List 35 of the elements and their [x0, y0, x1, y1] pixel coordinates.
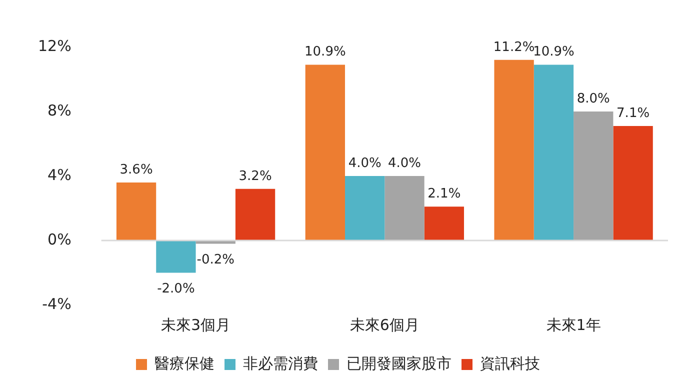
bar [305, 64, 346, 240]
data-label: 11.2% [493, 40, 535, 55]
data-label: 2.1% [428, 186, 461, 202]
x-tick-label: 未來6個月 [350, 316, 420, 334]
data-label: -0.2% [196, 252, 234, 268]
y-tick-label: -4% [42, 294, 72, 313]
bar [156, 240, 196, 273]
data-label: -2.0% [157, 282, 195, 297]
legend-label: 已開發國家股市 [346, 354, 452, 372]
bar [384, 176, 424, 240]
legend-label: 非必需消費 [243, 354, 318, 372]
y-tick-label: 4% [48, 166, 72, 184]
x-tick-label: 未來1年 [546, 316, 601, 334]
data-label: 7.1% [616, 106, 650, 121]
data-label: 3.6% [120, 162, 153, 178]
x-tick-label: 未來3個月 [161, 316, 231, 334]
y-tick-label: 12% [38, 36, 72, 55]
legend-label: 資訊科技 [480, 354, 540, 372]
bar [534, 64, 574, 240]
data-label: 10.9% [533, 44, 574, 60]
legend-label: 醫療保健 [154, 354, 214, 372]
bar [424, 206, 464, 240]
bar [574, 112, 614, 240]
bar [235, 188, 276, 240]
data-label: 3.2% [238, 168, 272, 184]
bar [116, 182, 156, 240]
data-label: 8.0% [576, 91, 610, 106]
bar [494, 60, 534, 240]
y-tick-label: 0% [48, 230, 72, 248]
y-tick-label: 8% [48, 101, 72, 120]
data-label: 4.0% [388, 156, 422, 171]
bar [613, 126, 653, 240]
data-label: 4.0% [348, 156, 382, 171]
data-label: 10.9% [304, 44, 346, 60]
bar [345, 176, 385, 240]
